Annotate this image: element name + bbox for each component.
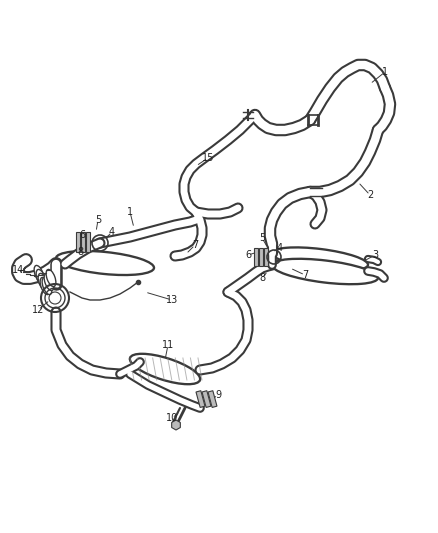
Bar	[254, 248, 258, 266]
Text: 13: 13	[166, 295, 178, 305]
Text: 6: 6	[79, 230, 85, 240]
Ellipse shape	[40, 278, 50, 295]
Text: 5: 5	[259, 233, 265, 243]
Bar	[259, 248, 263, 266]
Bar	[202, 391, 211, 407]
Text: 4: 4	[277, 243, 283, 253]
Ellipse shape	[38, 273, 48, 290]
Bar	[81, 232, 85, 252]
Text: 4: 4	[109, 227, 115, 237]
Ellipse shape	[46, 270, 56, 287]
Text: 10: 10	[166, 413, 178, 423]
Bar	[86, 232, 90, 252]
Text: 6: 6	[245, 250, 251, 260]
Text: 12: 12	[32, 305, 44, 315]
Text: 2: 2	[367, 190, 373, 200]
Ellipse shape	[44, 273, 54, 290]
Bar	[76, 232, 80, 252]
Ellipse shape	[56, 251, 154, 275]
Ellipse shape	[34, 265, 44, 282]
Text: 5: 5	[95, 215, 101, 225]
Text: 8: 8	[259, 273, 265, 283]
Ellipse shape	[36, 270, 46, 287]
Ellipse shape	[272, 259, 378, 284]
Text: 9: 9	[215, 390, 221, 400]
Text: 8: 8	[77, 247, 83, 257]
Bar	[264, 248, 268, 266]
Bar	[208, 391, 217, 407]
Text: 15: 15	[202, 153, 214, 163]
Ellipse shape	[130, 354, 200, 384]
Text: 3: 3	[372, 250, 378, 260]
Text: 1: 1	[127, 207, 133, 217]
Ellipse shape	[272, 247, 368, 271]
Text: 11: 11	[162, 340, 174, 350]
Bar	[196, 391, 205, 407]
Text: 7: 7	[302, 270, 308, 280]
Text: 7: 7	[192, 240, 198, 250]
Text: 14: 14	[12, 265, 24, 275]
Text: 1: 1	[382, 67, 388, 77]
Ellipse shape	[42, 278, 52, 295]
